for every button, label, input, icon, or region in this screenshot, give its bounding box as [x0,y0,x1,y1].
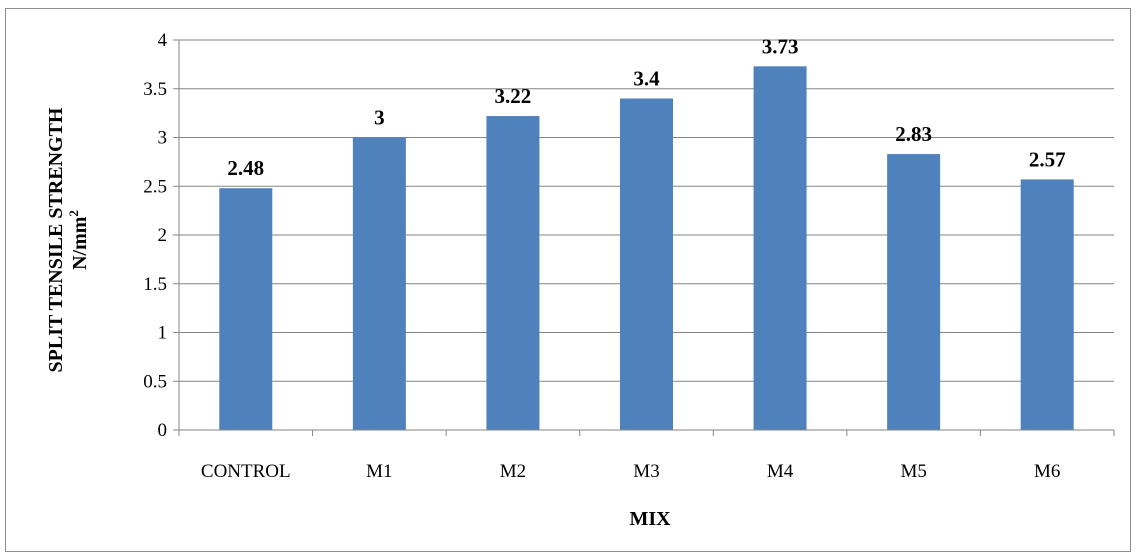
bar-m1 [352,137,406,430]
x-category-label: M2 [500,461,526,482]
y-axis-title-line1: SPLIT TENSILE STRENGTH [45,107,67,372]
x-category-label: M6 [1034,461,1060,482]
data-label: 2.57 [1029,147,1066,171]
data-label: 3.73 [762,34,799,58]
bar-m2 [486,116,540,431]
bar-m4 [753,66,807,430]
y-tick-label: 3 [158,128,168,149]
x-category-label: M5 [900,461,926,482]
bar-control [219,188,273,430]
data-label: 3.4 [633,67,660,91]
y-tick-label: 2 [158,225,168,246]
y-tick-label: 1 [158,323,168,344]
x-category-label: M1 [366,461,392,482]
y-axis-unit: N/mm [69,216,91,270]
bar-m6 [1020,179,1074,430]
x-axis-title: MIX [629,508,671,530]
x-category-label: M3 [633,461,659,482]
chart-frame [5,8,1131,552]
y-tick-label: 2.5 [143,176,167,197]
bar-m5 [887,154,941,430]
y-axis-title-line2: N/mm2 [66,210,91,270]
data-label: 2.83 [895,122,932,146]
x-category-label: M4 [767,461,794,482]
data-label: 2.48 [227,156,264,180]
axes [173,39,1115,436]
y-tick-label: 0.5 [143,371,167,392]
y-tick-label: 4 [158,30,168,51]
labels: 0 0.5 1 1.5 2 2.5 3 3.5 4 2.48 CONTROL 3 M1 3.22 M2 3.4… [143,30,1065,482]
y-tick-label: 3.5 [143,79,167,100]
x-category-label: CONTROL [201,461,291,482]
bars [219,66,1074,431]
y-tick-label: 1.5 [143,274,167,295]
y-axis-title: SPLIT TENSILE STRENGTH N/mm2 [45,107,91,372]
y-axis-unit-superscript: 2 [66,210,81,217]
data-label: 3 [374,106,385,130]
data-label: 3.22 [495,84,532,108]
bar-m3 [620,98,673,430]
y-tick-label: 0 [158,420,168,441]
